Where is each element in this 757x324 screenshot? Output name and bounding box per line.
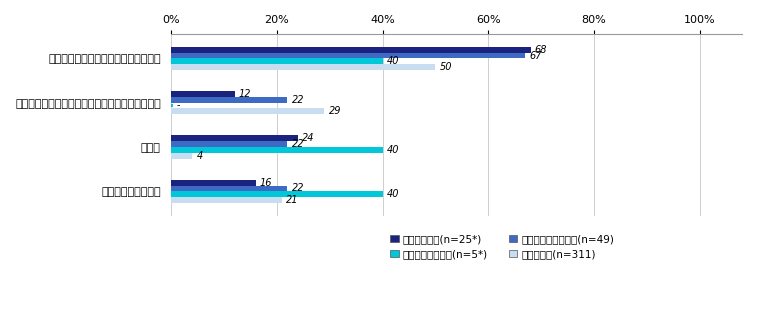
Bar <box>171 153 192 158</box>
Bar <box>171 180 256 186</box>
Bar <box>171 58 382 64</box>
Text: 40: 40 <box>387 189 399 199</box>
Bar <box>171 197 282 203</box>
Text: 40: 40 <box>387 145 399 155</box>
Text: 22: 22 <box>291 139 304 149</box>
Text: 40: 40 <box>387 56 399 66</box>
Text: 16: 16 <box>260 178 273 188</box>
Bar <box>171 104 173 107</box>
Bar <box>171 147 382 153</box>
Text: 4: 4 <box>197 151 203 161</box>
Text: 22: 22 <box>291 183 304 193</box>
Text: 24: 24 <box>302 133 315 143</box>
Text: 22: 22 <box>291 95 304 105</box>
Text: 50: 50 <box>440 62 452 72</box>
Bar <box>171 52 525 58</box>
Bar <box>171 109 325 114</box>
Legend: 殺人・傍害等(n=25*), 性犯罪による被害(n=5*), 交通事故による被害(n=49), 一般対象者(n=311): 殺人・傍害等(n=25*), 性犯罪による被害(n=5*), 交通事故による被害… <box>386 230 618 263</box>
Bar <box>171 97 288 103</box>
Text: 12: 12 <box>238 89 251 99</box>
Text: 29: 29 <box>329 106 341 116</box>
Bar <box>171 186 288 191</box>
Bar <box>171 141 288 147</box>
Bar <box>171 47 531 52</box>
Text: -: - <box>176 100 180 110</box>
Bar <box>171 135 298 141</box>
Text: 68: 68 <box>534 45 547 55</box>
Bar <box>171 91 235 97</box>
Text: 21: 21 <box>286 195 299 205</box>
Bar <box>171 64 435 70</box>
Text: 67: 67 <box>530 51 542 61</box>
Bar <box>171 191 382 197</box>
